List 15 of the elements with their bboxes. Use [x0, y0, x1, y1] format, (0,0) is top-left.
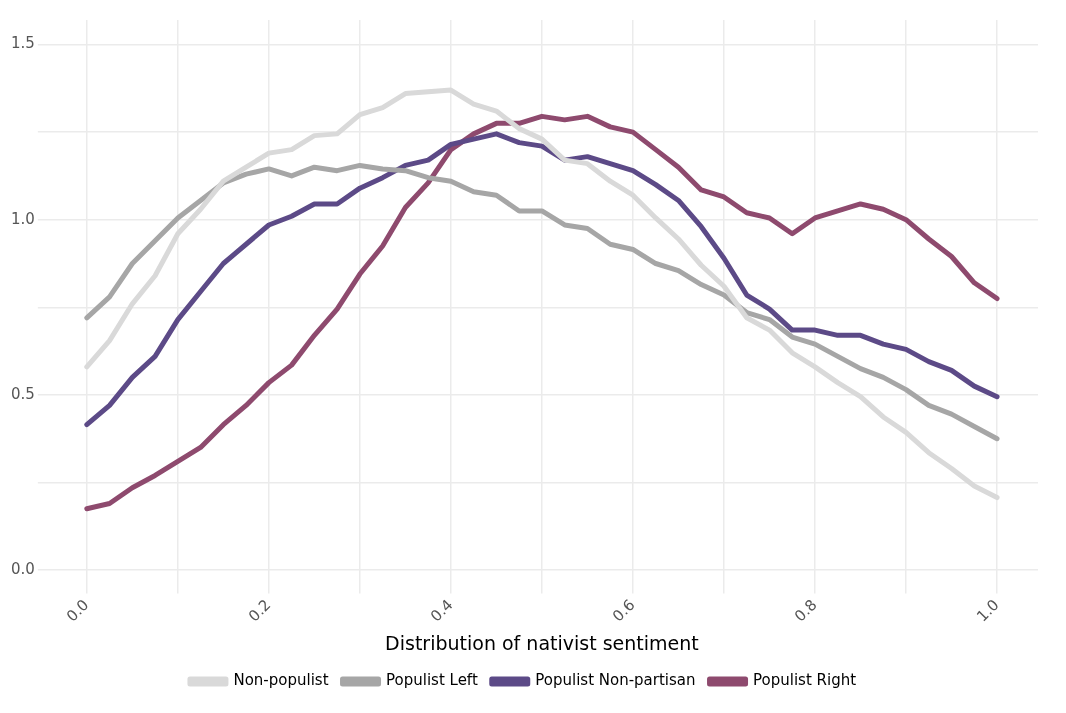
legend-label: Populist Right	[753, 671, 857, 690]
y-tick-label: 0.0	[11, 559, 35, 578]
x-tick-label: 1.0	[973, 595, 1003, 626]
y-tick-label: 1.5	[11, 34, 35, 53]
y-tick-label: 0.5	[11, 384, 35, 403]
y-tick-label: 1.0	[11, 209, 35, 228]
legend-label: Populist Non-partisan	[535, 671, 696, 690]
x-axis-title: Distribution of nativist sentiment	[385, 631, 699, 654]
x-tick-label: 0.2	[244, 595, 275, 626]
x-tick-label: 0.4	[426, 595, 457, 626]
x-tick-label: 0.0	[62, 595, 93, 626]
legend-label: Populist Left	[386, 671, 478, 690]
x-tick-label: 0.6	[608, 595, 639, 626]
x-tick-label: 0.8	[790, 595, 821, 626]
legend-label: Non-populist	[233, 671, 329, 690]
